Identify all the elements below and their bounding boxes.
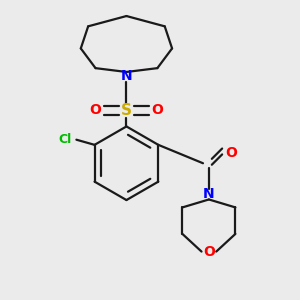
Text: O: O <box>225 146 237 160</box>
Text: S: S <box>121 103 132 118</box>
Text: O: O <box>90 103 101 117</box>
Text: N: N <box>203 187 215 201</box>
Text: N: N <box>121 69 132 83</box>
Text: Cl: Cl <box>58 133 71 146</box>
Text: O: O <box>152 103 163 117</box>
Text: O: O <box>203 244 215 259</box>
